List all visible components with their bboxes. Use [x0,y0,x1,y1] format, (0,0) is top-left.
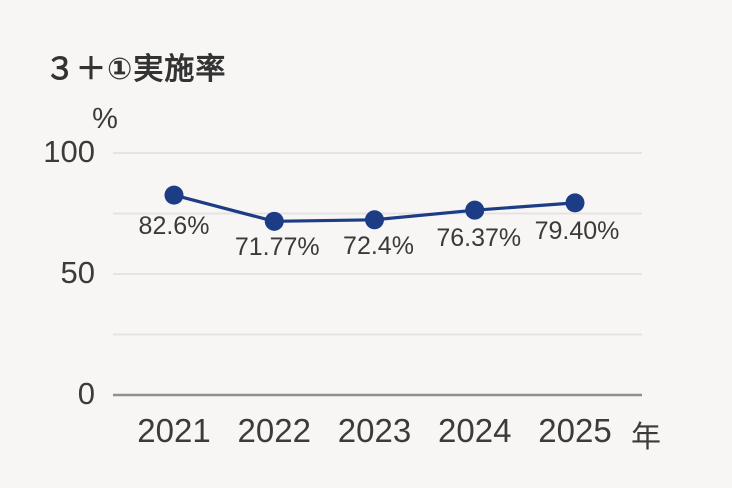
data-value-label: 76.37% [436,224,522,253]
data-point-2025 [565,193,585,213]
data-point-2022 [264,211,284,231]
data-value-label: 82.6% [138,212,210,241]
x-tick-label: 2025 [538,412,612,449]
x-tick-label: 2021 [137,412,211,449]
data-value-label: 79.40% [534,216,620,245]
y-tick-label: 100 [43,134,95,169]
x-tick-label: 2023 [337,412,412,449]
data-point-2023 [365,210,384,230]
data-value-label: 71.77% [234,233,320,262]
y-tick-label: 50 [60,255,95,290]
chart-title: ３＋①実施率 [45,53,227,86]
x-tick-label: 2022 [237,412,311,449]
data-point-2024 [465,200,485,220]
data-value-label: 72.4% [343,231,414,260]
x-tick-label: 2024 [438,412,512,449]
y-axis-unit-label: % [92,103,118,135]
x-axis-unit-label: 年 [631,421,661,454]
y-tick-label: 0 [77,376,95,411]
data-point-2021 [164,185,184,205]
